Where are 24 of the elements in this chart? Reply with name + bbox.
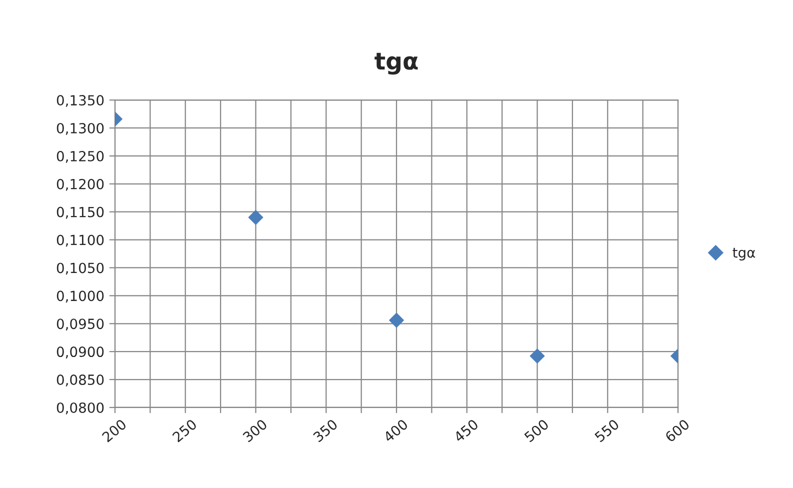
y-tick-label: 0,1200: [56, 178, 104, 191]
x-tick-label: 500: [524, 418, 550, 442]
y-tick-label: 0,1300: [56, 122, 104, 135]
y-tick-label: 0,0800: [56, 402, 104, 414]
y-tick-label: 0,1250: [56, 150, 104, 163]
x-tick-label: 600: [664, 418, 690, 443]
y-tick-label: 0,1000: [56, 290, 104, 303]
x-tick-label: 400: [382, 418, 409, 443]
x-tick-label: 300: [242, 418, 268, 442]
x-tick-label: 350: [312, 418, 338, 442]
x-tick-label: 450: [453, 418, 479, 443]
y-tick-label: 0,1100: [56, 234, 104, 247]
x-tick-label: 200: [101, 418, 128, 443]
point: [388, 312, 404, 328]
y-tick-label: 0,1050: [56, 262, 104, 275]
legend-label: tgα: [732, 248, 756, 260]
y-tick-label: 0,1150: [56, 206, 104, 219]
x-tick-label: 250: [172, 418, 198, 443]
y-tick-label: 0,0900: [56, 346, 104, 358]
y-tick-label: 0,0850: [56, 374, 104, 386]
chart-title: tgα: [374, 52, 418, 75]
y-tick-label: 0,0950: [56, 318, 104, 331]
x-tick-label: 550: [594, 418, 620, 442]
y-tick-label: 0,1350: [56, 95, 104, 107]
